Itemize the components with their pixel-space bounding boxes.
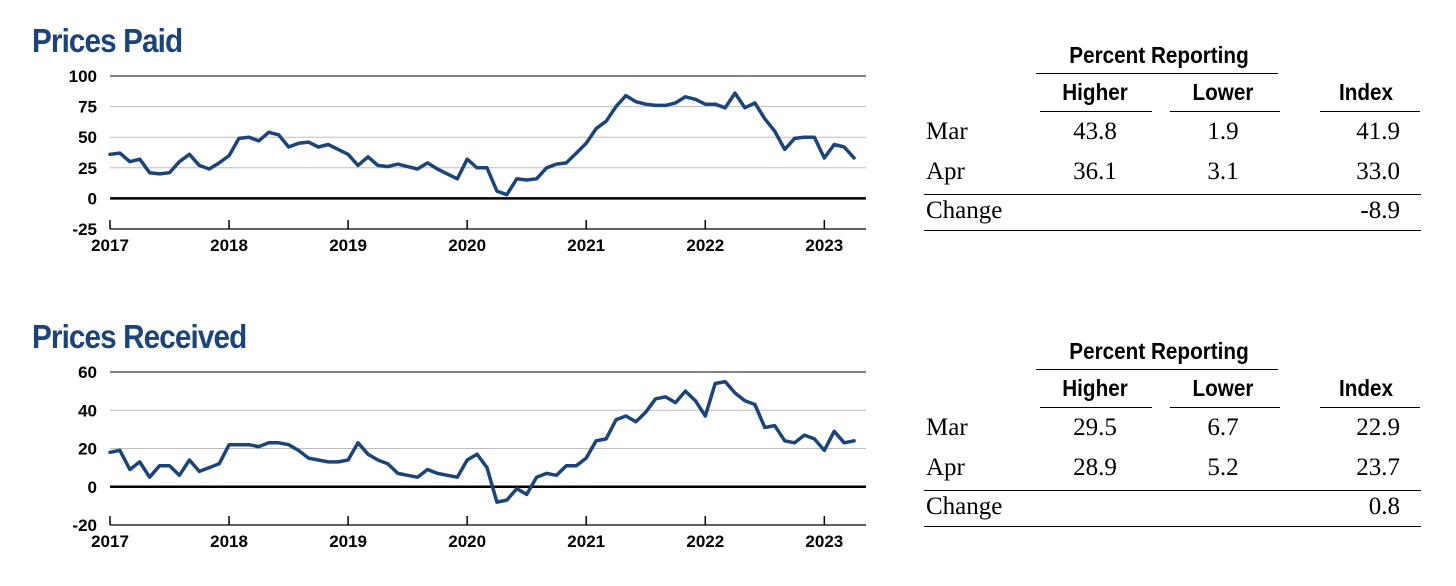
header-lower: Lower: [1192, 375, 1254, 401]
cell-apr-index: 23.7: [1356, 454, 1400, 481]
cell-mar-lower: 6.7: [1207, 414, 1239, 441]
group-header: Percent Reporting: [1069, 338, 1249, 364]
y-tick-label: -25: [72, 220, 97, 239]
header-index-rule: [1320, 111, 1420, 112]
change-rule-bottom: [924, 526, 1421, 527]
x-tick-label: 2023: [805, 236, 843, 255]
header-higher-rule: [1040, 111, 1152, 112]
header-lower: Lower: [1192, 79, 1254, 105]
x-tick-label: 2021: [567, 532, 605, 551]
y-tick-label: 60: [78, 363, 97, 382]
x-tick-label: 2019: [329, 532, 367, 551]
y-tick-label: 100: [69, 67, 97, 86]
x-tick-label: 2018: [210, 236, 248, 255]
cell-change-index: 0.8: [1368, 493, 1400, 520]
cell-apr-higher: 36.1: [1073, 158, 1117, 185]
prices-received-table: Percent Reporting Higher Lower Index Mar…: [924, 338, 1424, 538]
cell-mar-lower: 1.9: [1207, 118, 1239, 145]
header-index-rule: [1320, 407, 1420, 408]
y-tick-label: 50: [78, 128, 97, 147]
y-tick-label: 20: [78, 440, 97, 459]
chart-title: Prices Received: [32, 318, 247, 355]
cell-apr-lower: 3.1: [1207, 158, 1239, 185]
group-header-rule: [1036, 73, 1278, 74]
prices-paid-table: Percent Reporting Higher Lower Index Mar…: [924, 42, 1424, 242]
series-line: [108, 91, 856, 197]
prices-received-panel: 60 40 20 0 -20 2017 2018 2019 2020 2021 2022 2023 P…: [0, 296, 1456, 586]
change-rule-bottom: [924, 230, 1421, 231]
row-label-change: Change: [926, 197, 1003, 224]
y-tick-label: 75: [78, 98, 97, 117]
prices-paid-panel: 100 75 50 25 0 -25 2017 2018 2019 2020 2021 2022 202…: [0, 0, 1456, 290]
header-index: Index: [1338, 79, 1394, 105]
cell-apr-lower: 5.2: [1207, 454, 1239, 481]
row-label-mar: Mar: [926, 118, 968, 145]
chart-title: Prices Paid: [32, 22, 183, 59]
cell-apr-index: 33.0: [1356, 158, 1400, 185]
x-tick-label: 2023: [805, 532, 843, 551]
row-label-apr: Apr: [926, 454, 965, 481]
cell-apr-higher: 28.9: [1073, 454, 1117, 481]
header-lower-rule: [1170, 111, 1280, 112]
change-rule-top: [924, 490, 1421, 491]
row-label-change: Change: [926, 493, 1003, 520]
x-tick-label: 2020: [448, 532, 486, 551]
header-higher: Higher: [1062, 375, 1128, 401]
header-index: Index: [1338, 375, 1394, 401]
x-tick-label: 2017: [91, 532, 129, 551]
cell-mar-higher: 29.5: [1073, 414, 1117, 441]
y-tick-label: -20: [72, 516, 97, 535]
series-line: [108, 379, 856, 504]
cell-mar-higher: 43.8: [1073, 118, 1117, 145]
row-label-mar: Mar: [926, 414, 968, 441]
header-lower-rule: [1170, 407, 1280, 408]
x-tick-label: 2018: [210, 532, 248, 551]
header-higher: Higher: [1062, 79, 1128, 105]
x-tick-label: 2020: [448, 236, 486, 255]
group-header: Percent Reporting: [1069, 42, 1249, 68]
cell-mar-index: 22.9: [1356, 414, 1400, 441]
group-header-rule: [1036, 369, 1278, 370]
change-rule-top: [924, 194, 1421, 195]
x-tick-label: 2021: [567, 236, 605, 255]
x-tick-label: 2022: [686, 236, 724, 255]
row-label-apr: Apr: [926, 158, 965, 185]
y-tick-label: 0: [88, 478, 97, 497]
x-tick-label: 2019: [329, 236, 367, 255]
y-tick-label: 25: [78, 159, 97, 178]
header-higher-rule: [1040, 407, 1152, 408]
x-tick-label: 2022: [686, 532, 724, 551]
y-tick-label: 0: [88, 189, 97, 208]
cell-change-index: -8.9: [1360, 197, 1400, 224]
cell-mar-index: 41.9: [1356, 118, 1400, 145]
x-tick-label: 2017: [91, 236, 129, 255]
y-tick-label: 40: [78, 401, 97, 420]
